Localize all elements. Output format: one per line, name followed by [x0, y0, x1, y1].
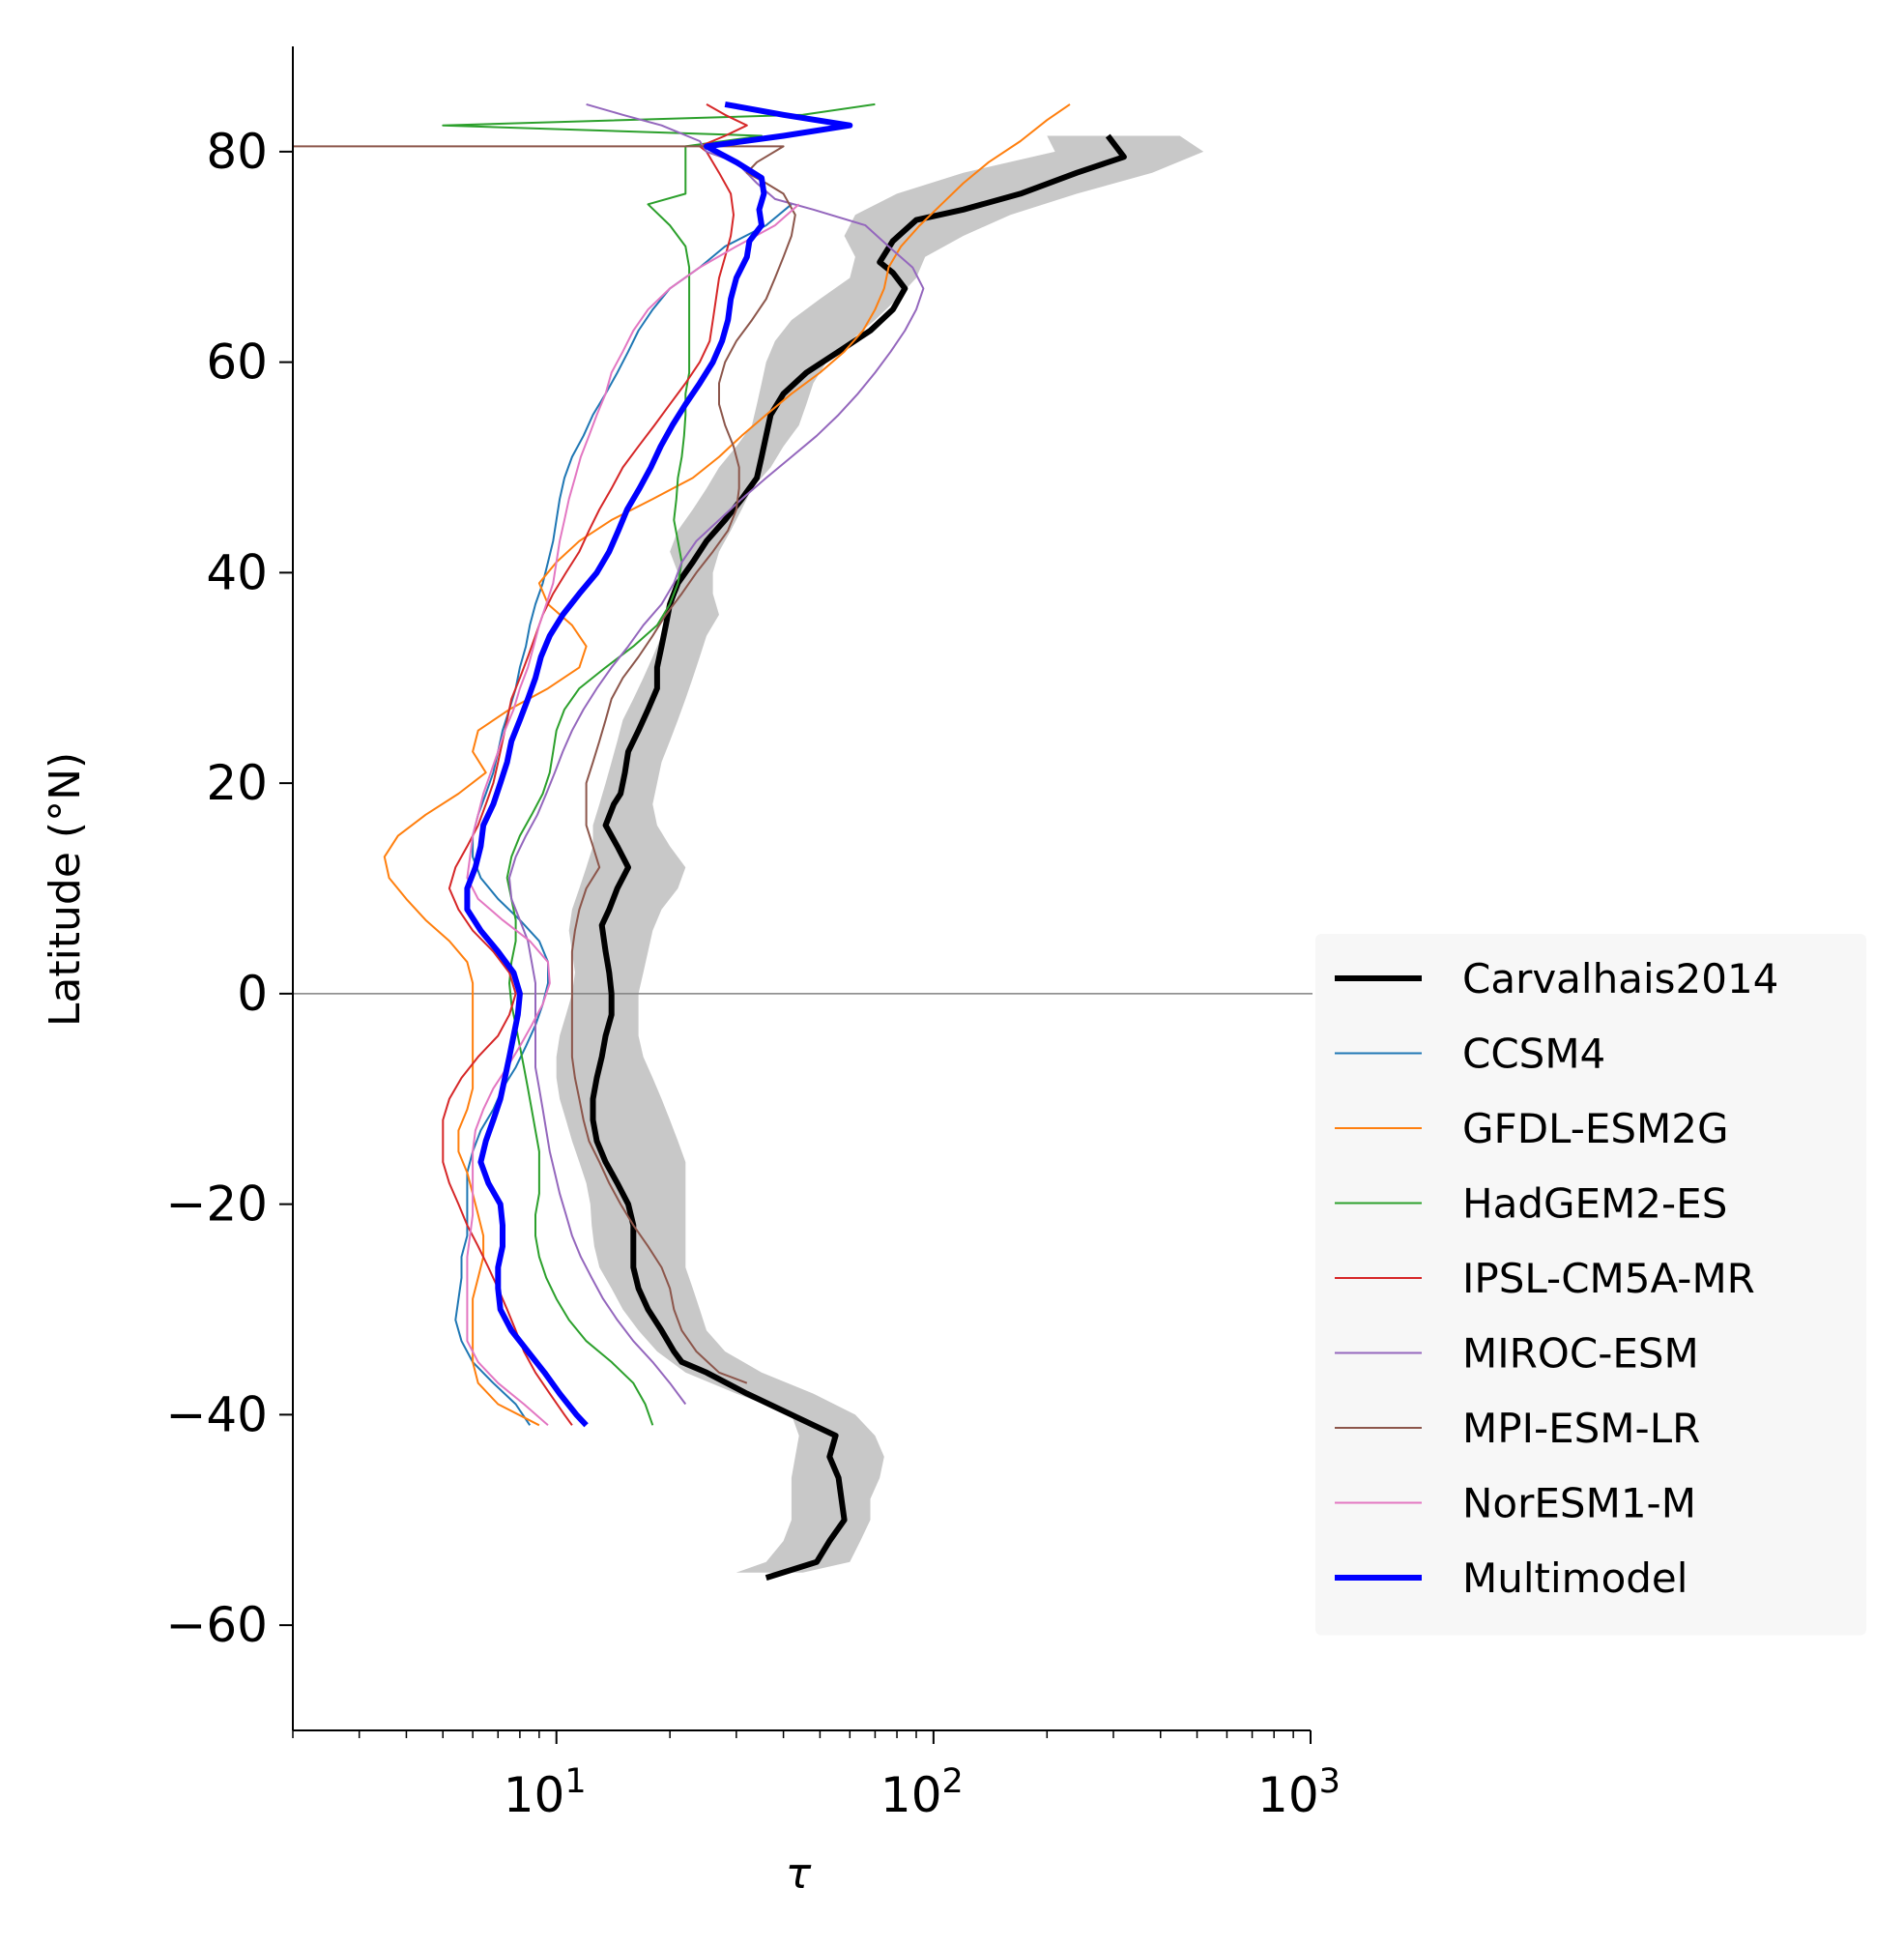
- y-tick-label: 80: [206, 124, 268, 180]
- legend-label-multimodel: Multimodel: [1462, 1554, 1688, 1602]
- x-axis-label: τ: [786, 1849, 812, 1899]
- series-line-ipsl-cm5a-mr: [442, 103, 748, 1426]
- y-axis-ticks: 80 60 40 20 0 −20 −40 −60: [165, 124, 293, 1653]
- y-axis-label: Latitude (°N): [41, 752, 90, 1027]
- legend: Carvalhais2014 CCSM4 GFDL-ESM2G HadGEM2-ES I…: [1315, 934, 1866, 1636]
- y-tick-label: 20: [206, 755, 268, 811]
- legend-label-mpi-esm-lr: MPI-ESM-LR: [1462, 1405, 1700, 1452]
- series-line-multimodel: [464, 101, 853, 1428]
- series-line-gfdl-esm2g: [383, 103, 1071, 1427]
- y-tick-label: 40: [206, 544, 268, 600]
- series-layer: [293, 101, 1127, 1581]
- y-tick-label: 0: [237, 966, 268, 1022]
- legend-label-ccsm4: CCSM4: [1462, 1031, 1605, 1078]
- legend-label-gfdl-esm2g: GFDL-ESM2G: [1462, 1105, 1729, 1152]
- y-tick-label: −60: [165, 1597, 268, 1653]
- series-line-hadgem2-es: [442, 102, 876, 1426]
- x-tick-label: 103: [1257, 1762, 1341, 1823]
- series-line-carvalhais2014: [590, 133, 1127, 1581]
- carvalhais-uncertainty-band-layer: [556, 135, 1204, 1573]
- series-line-mpi-esm-lr: [293, 145, 796, 1384]
- legend-label-miroc-esm: MIROC-ESM: [1462, 1330, 1699, 1378]
- series-line-noresm1-m: [466, 203, 800, 1427]
- x-axis-ticks: 101 102 103: [292, 1730, 1341, 1823]
- legend-label-carvalhais2014: Carvalhais2014: [1462, 955, 1778, 1002]
- series-line-miroc-esm: [508, 102, 925, 1406]
- x-tick-label: 101: [504, 1762, 587, 1823]
- y-tick-label: −40: [165, 1386, 268, 1442]
- legend-label-noresm1-m: NorESM1-M: [1462, 1480, 1696, 1527]
- legend-items: Carvalhais2014 CCSM4 GFDL-ESM2G HadGEM2-ES I…: [1335, 955, 1778, 1602]
- legend-label-ipsl-cm5a-mr: IPSL-CM5A-MR: [1462, 1255, 1755, 1302]
- y-tick-label: −20: [165, 1176, 268, 1233]
- y-tick-label: 60: [206, 334, 268, 391]
- x-tick-label: 102: [880, 1762, 964, 1823]
- legend-box: [1315, 934, 1866, 1636]
- legend-label-hadgem2-es: HadGEM2-ES: [1462, 1180, 1727, 1228]
- carvalhais-uncertainty-band: [556, 135, 1204, 1573]
